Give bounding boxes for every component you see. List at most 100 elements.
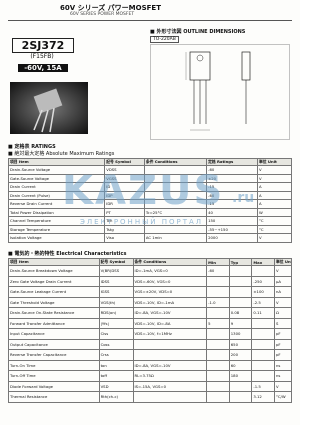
- table-cell: VDS=-10V, ID=-8A: [132, 317, 208, 329]
- table-cell: toff: [98, 370, 134, 382]
- table-row: Forward Transfer Admittance |Yfs| VDS=-10V…: [8, 317, 293, 329]
- table-cell: Output Capacitance: [8, 338, 100, 350]
- table-row: Thermal Resistance Rth(ch-c) 3.12 °C/W: [8, 391, 293, 403]
- table-cell: [228, 286, 253, 298]
- part-rating: -60V, 15A: [18, 64, 68, 72]
- table-cell: IGSS: [98, 286, 134, 298]
- table-cell: [251, 317, 275, 329]
- table-row: Reverse Transfer Capacitance Crss 200 pF: [8, 349, 293, 361]
- ratings-table: 項目 Item 記号 Symbol 条件 Conditions 定格 Ratings 単…: [7, 158, 292, 243]
- table-cell: [206, 349, 230, 361]
- table-cell: pF: [273, 328, 293, 340]
- header-cell: Min: [206, 258, 230, 266]
- table-cell: °C: [257, 224, 292, 234]
- table-cell: [143, 224, 208, 234]
- table-cell: Crss: [98, 349, 134, 361]
- table-cell: Viso: [104, 233, 145, 243]
- table-cell: Diode Forward Voltage: [8, 380, 100, 392]
- table-cell: V: [273, 265, 293, 277]
- table-row: Output Capacitance Coss 650 pF: [8, 338, 293, 350]
- header-cell: 条件 Conditions: [143, 158, 208, 166]
- table-row: Input Capacitance Ciss VDS=-10V, f=1MHz 130…: [8, 328, 293, 340]
- header-cell: Typ: [228, 258, 253, 266]
- table-row: Zero Gate Voltage Drain Current IDSS VDS=-…: [8, 275, 293, 287]
- header-row: 項目 Item 記号 Symbol 条件 Conditions 定格 Ratings 単…: [7, 158, 292, 166]
- table-row: Diode Forward Voltage VSD IS=-15A, VGS=0 -1…: [8, 380, 293, 392]
- table-head: 項目 Item 記号 Symbol 条件 Conditions 定格 Ratings 単…: [7, 158, 292, 166]
- table-cell: RL=3.75Ω: [132, 370, 208, 382]
- electrical-title: ■ 電気的・熱的特性 Electrical Characteristics: [8, 251, 127, 257]
- table-cell: [251, 265, 275, 277]
- table-cell: [251, 328, 275, 340]
- table-cell: Reverse Transfer Capacitance: [8, 349, 100, 361]
- table-cell: [206, 391, 230, 403]
- electrical-table: 項目 Item 記号 Symbol 条件 Conditions Min Typ Max 単位…: [8, 258, 293, 403]
- table-row: Turn-On Time ton ID=-8A, VGS=-10V 60 ns: [8, 359, 293, 371]
- table-cell: 650: [228, 338, 253, 350]
- table-row: Gate-Source Voltage VGSS ±20 V: [7, 173, 292, 183]
- table-cell: pF: [273, 338, 293, 350]
- table-cell: 0.08: [228, 307, 253, 319]
- table-cell: [228, 275, 253, 287]
- table-cell: VDS=-10V, ID=-1mA: [132, 296, 208, 308]
- datasheet-page: 60V シリーズ パワーMOSFET 60V SERIES POWER MOSF…: [7, 4, 293, 403]
- table-cell: [228, 265, 253, 277]
- table-row: Gate-Source Leakage Current IGSS VGS=±20V,…: [8, 286, 293, 298]
- header-cell: Max: [251, 258, 275, 266]
- table-cell: [206, 307, 230, 319]
- table-cell: V: [257, 233, 292, 243]
- table-cell: V: [257, 165, 292, 175]
- table-cell: ID=-8A, VGS=-10V: [132, 307, 208, 319]
- table-cell: 180: [228, 370, 253, 382]
- table-cell: -2.5: [251, 296, 275, 308]
- watermark-logo: KAZUS: [62, 168, 225, 214]
- table-cell: A: [257, 182, 292, 192]
- header-cell: 項目 Item: [7, 158, 106, 166]
- table-cell: ns: [273, 370, 293, 382]
- part-code: (F15FB): [30, 53, 54, 60]
- series-title: 60V シリーズ パワーMOSFET: [60, 4, 161, 12]
- table-cell: [206, 275, 230, 287]
- table-cell: nA: [273, 286, 293, 298]
- table-cell: ns: [273, 359, 293, 371]
- table-cell: 5: [206, 317, 230, 329]
- table-cell: [251, 349, 275, 361]
- table-cell: V: [273, 380, 293, 392]
- table-body: Drain-Source Voltage VDSS -60 V Gate-Source …: [7, 165, 292, 243]
- table-cell: ±100: [251, 286, 275, 298]
- table-cell: V: [257, 173, 292, 183]
- header-cell: 項目 Item: [8, 258, 100, 266]
- table-cell: W: [257, 207, 292, 217]
- table-cell: Drain-Source On-State Resistance: [8, 307, 100, 319]
- table-cell: 3.12: [251, 391, 275, 403]
- table-cell: [228, 380, 253, 392]
- table-row: Drain-Source On-State Resistance RDS(on) I…: [8, 307, 293, 319]
- table-cell: -1.0: [206, 296, 230, 308]
- table-cell: 200: [228, 349, 253, 361]
- table-cell: [206, 359, 230, 371]
- table-cell: Input Capacitance: [8, 328, 100, 340]
- outline-title: ■ 外形寸法図 OUTLINE DIMENSIONS: [150, 29, 246, 35]
- table-cell: 0.11: [251, 307, 275, 319]
- table-cell: IS=-15A, VGS=0: [132, 380, 208, 392]
- table-cell: Turn-Off Time: [8, 370, 100, 382]
- table-cell: S: [273, 317, 293, 329]
- table-cell: Isolation Voltage: [7, 233, 106, 243]
- table-cell: °C/W: [273, 391, 293, 403]
- table-cell: Coss: [98, 338, 134, 350]
- table-cell: 1300: [228, 328, 253, 340]
- table-cell: °C: [257, 216, 292, 226]
- table-cell: Storage Temperature: [7, 224, 106, 234]
- outline-drawing: [150, 44, 290, 140]
- table-cell: [206, 338, 230, 350]
- header-row: 項目 Item 記号 Symbol 条件 Conditions Min Typ Max 単位…: [8, 258, 293, 266]
- table-cell: 150: [206, 216, 259, 226]
- table-cell: 2000: [206, 233, 259, 243]
- table-cell: ID=-8A, VGS=-10V: [132, 359, 208, 371]
- table-body: Drain-Source Breakdown Voltage V(BR)DSS ID…: [8, 265, 293, 403]
- table-cell: A: [257, 199, 292, 209]
- table-cell: [132, 338, 208, 350]
- table-cell: -250: [251, 275, 275, 287]
- header-cell: 単位 Unit: [257, 158, 292, 166]
- table-cell: [206, 370, 230, 382]
